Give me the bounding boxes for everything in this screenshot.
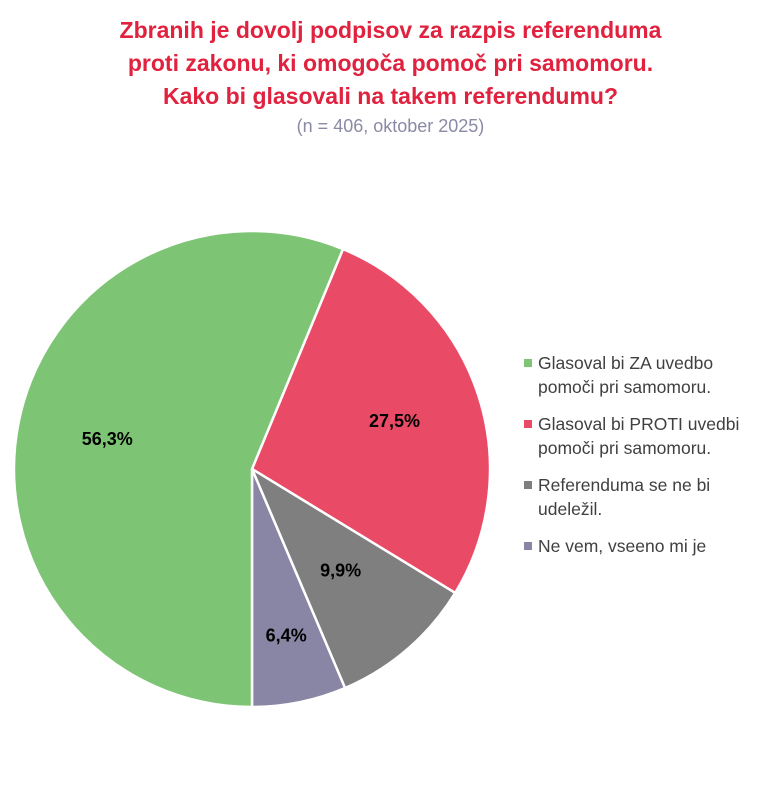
legend-item-proti: Glasoval bi PROTI uvedbi pomoči pri samo… [524, 412, 774, 460]
legend-label-proti: Glasoval bi PROTI uvedbi pomoči pri samo… [538, 414, 740, 458]
pie-slice-proti [250, 247, 492, 595]
legend-label-ne-vem: Ne vem, vseeno mi je [538, 536, 707, 556]
chart-title-line-3: Kako bi glasovali na takem referendumu? [162, 83, 619, 109]
data-label-proti: 27,5% [369, 411, 420, 431]
legend-swatch-ne-bi-udelezil [524, 481, 532, 489]
data-label-ne-bi-udelezil: 9,9% [320, 560, 361, 580]
chart-legend: Glasoval bi ZA uvedbo pomoči pri samomor… [524, 351, 774, 571]
legend-item-ne-vem: Ne vem, vseeno mi je [524, 534, 774, 558]
chart-title-line-2: proti zakonu, ki omogoča pomoč pri samom… [127, 50, 654, 76]
legend-label-za: Glasoval bi ZA uvedbo pomoči pri samomor… [538, 353, 714, 397]
chart-header: Zbranih je dovolj podpisov za razpis ref… [0, 14, 781, 139]
chart-subtitle: (n = 406, oktober 2025) [296, 116, 485, 136]
pie-slice-za [12, 229, 345, 709]
legend-label-ne-bi-udelezil: Referenduma se ne bi udeležil. [538, 475, 711, 519]
legend-swatch-za [524, 359, 532, 367]
legend-swatch-ne-vem [524, 542, 532, 550]
legend-item-za: Glasoval bi ZA uvedbo pomoči pri samomor… [524, 351, 774, 399]
legend-swatch-proti [524, 420, 532, 428]
legend-item-ne-bi-udelezil: Referenduma se ne bi udeležil. [524, 473, 774, 521]
data-label-ne-vem: 6,4% [266, 626, 307, 646]
data-label-za: 56,3% [82, 429, 133, 449]
chart-title-line-1: Zbranih je dovolj podpisov za razpis ref… [119, 17, 662, 43]
pie-slice-ne-bi-udelezil [250, 467, 457, 690]
